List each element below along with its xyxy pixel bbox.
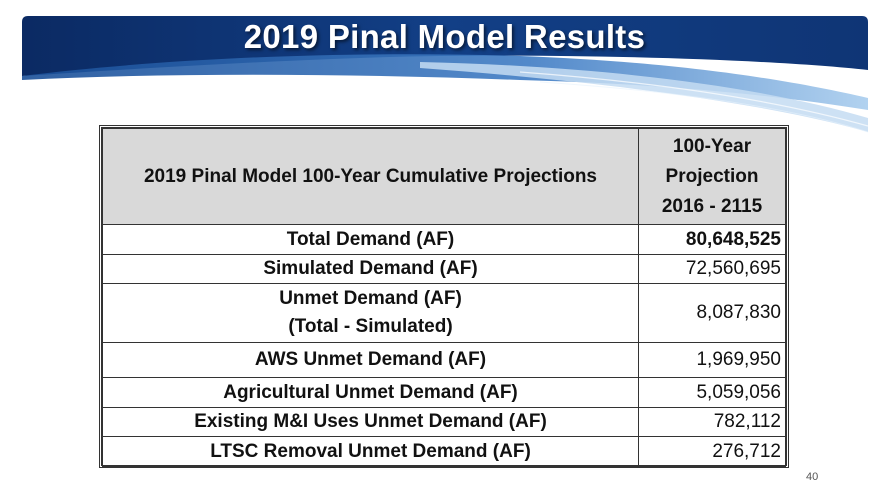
table-row: LTSC Removal Unmet Demand (AF) 276,712	[102, 436, 786, 467]
row-label: Existing M&I Uses Unmet Demand (AF)	[102, 407, 639, 437]
header-description: 2019 Pinal Model 100-Year Cumulative Pro…	[102, 128, 639, 225]
row-label-line1: Unmet Demand (AF)	[279, 288, 462, 309]
table-row: Unmet Demand (AF) (Total - Simulated) 8,…	[102, 283, 786, 343]
row-value: 72,560,695	[638, 254, 786, 284]
table-header-row: 2019 Pinal Model 100-Year Cumulative Pro…	[102, 128, 786, 225]
row-value: 276,712	[638, 436, 786, 467]
header-projection-line1: 100-Year	[672, 135, 752, 157]
table-row: Agricultural Unmet Demand (AF) 5,059,056	[102, 377, 786, 408]
results-table-frame: 2019 Pinal Model 100-Year Cumulative Pro…	[99, 125, 789, 468]
row-label: Total Demand (AF)	[102, 224, 639, 255]
header-projection: 100-Year Projection 2016 - 2115	[638, 128, 786, 225]
row-label: Unmet Demand (AF) (Total - Simulated)	[102, 283, 639, 343]
row-value: 8,087,830	[638, 283, 786, 343]
row-label: Simulated Demand (AF)	[102, 254, 639, 284]
row-label: AWS Unmet Demand (AF)	[102, 342, 639, 378]
header-projection-line2: Projection	[665, 165, 759, 187]
row-label: LTSC Removal Unmet Demand (AF)	[102, 436, 639, 467]
row-value: 5,059,056	[638, 377, 786, 408]
table-row: Total Demand (AF) 80,648,525	[102, 224, 786, 255]
slide-title: 2019 Pinal Model Results	[243, 18, 646, 55]
row-value: 80,648,525	[638, 224, 786, 255]
header-projection-line3: 2016 - 2115	[661, 195, 763, 217]
table-row: AWS Unmet Demand (AF) 1,969,950	[102, 342, 786, 378]
row-label: Agricultural Unmet Demand (AF)	[102, 377, 639, 408]
row-value: 1,969,950	[638, 342, 786, 378]
title-banner: 2019 Pinal Model Results	[0, 0, 889, 140]
table-row: Simulated Demand (AF) 72,560,695	[102, 254, 786, 284]
banner-graphic	[22, 16, 869, 133]
row-label-line2: (Total - Simulated)	[288, 316, 453, 337]
results-table: 2019 Pinal Model 100-Year Cumulative Pro…	[102, 128, 786, 467]
row-value: 782,112	[638, 407, 786, 437]
page-number: 40	[806, 471, 819, 483]
table-row: Existing M&I Uses Unmet Demand (AF) 782,…	[102, 407, 786, 437]
